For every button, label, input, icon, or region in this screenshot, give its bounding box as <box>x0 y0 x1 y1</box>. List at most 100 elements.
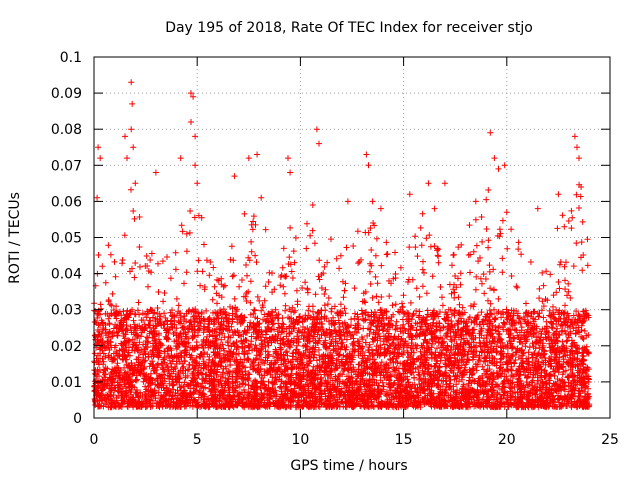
data-point <box>313 357 320 364</box>
data-point <box>131 274 138 281</box>
data-point <box>316 276 323 283</box>
data-point <box>480 271 487 278</box>
data-point <box>105 298 112 305</box>
data-point <box>416 372 423 379</box>
data-point <box>186 229 193 236</box>
data-point <box>499 269 506 276</box>
data-point <box>282 302 289 309</box>
data-point <box>143 314 150 321</box>
data-point <box>124 307 131 314</box>
data-point <box>375 299 382 306</box>
data-point <box>214 300 220 307</box>
data-point <box>455 365 462 372</box>
data-point <box>439 294 445 301</box>
data-point <box>305 307 312 314</box>
data-point <box>536 285 543 292</box>
data-point <box>555 279 562 285</box>
data-point <box>143 334 150 341</box>
data-point <box>105 315 112 322</box>
data-point <box>419 283 426 290</box>
data-point <box>105 242 112 249</box>
data-point <box>336 265 343 272</box>
data-point <box>508 226 515 233</box>
data-point <box>214 276 221 283</box>
data-point <box>446 373 453 380</box>
data-point <box>421 269 427 276</box>
data-point <box>244 272 250 279</box>
data-point <box>518 324 525 331</box>
data-point <box>389 302 396 309</box>
data-point <box>333 255 340 262</box>
data-point <box>248 238 255 245</box>
data-point <box>470 248 477 255</box>
data-point <box>211 283 218 290</box>
data-point <box>562 286 569 293</box>
data-point <box>279 264 286 271</box>
data-point <box>316 257 323 264</box>
data-point <box>197 282 204 289</box>
data-point <box>304 286 311 293</box>
data-point <box>203 257 210 264</box>
data-point <box>343 244 350 251</box>
data-point <box>280 283 287 290</box>
data-point <box>378 294 385 300</box>
data-point <box>562 277 568 284</box>
data-point <box>581 328 588 334</box>
data-point <box>130 208 137 214</box>
data-point <box>372 252 379 259</box>
data-point <box>187 208 194 214</box>
data-point <box>456 301 463 308</box>
data-point <box>479 280 485 287</box>
data-point <box>562 302 568 309</box>
data-point <box>337 323 343 330</box>
data-point <box>183 269 190 276</box>
data-point <box>203 307 210 314</box>
data-point <box>450 286 457 293</box>
data-point <box>195 257 202 264</box>
data-point <box>143 253 150 259</box>
data-point <box>386 293 393 300</box>
data-point <box>523 300 529 307</box>
data-point <box>426 232 433 239</box>
data-point <box>271 360 278 367</box>
data-point <box>243 262 249 268</box>
data-point <box>400 321 407 328</box>
data-point <box>478 214 485 220</box>
data-point <box>315 273 322 280</box>
data-point <box>321 291 328 297</box>
data-point <box>312 291 319 298</box>
data-point <box>549 325 556 332</box>
data-point <box>164 254 170 260</box>
data-point <box>241 210 248 217</box>
data-point <box>420 258 426 265</box>
data-point <box>167 275 174 282</box>
data-point <box>260 316 266 323</box>
data-point <box>181 280 187 287</box>
data-point <box>324 259 331 266</box>
data-point <box>565 280 572 287</box>
data-point <box>148 250 155 257</box>
data-point <box>262 226 269 233</box>
data-point <box>99 263 106 270</box>
data-point <box>407 299 414 306</box>
data-point <box>472 286 479 293</box>
data-point <box>540 303 547 310</box>
data-point <box>372 273 379 280</box>
data-point <box>251 307 258 314</box>
data-point <box>554 225 561 232</box>
data-point <box>526 344 533 351</box>
data-point <box>254 293 261 300</box>
data-point <box>321 263 328 270</box>
data-point <box>378 262 385 269</box>
y-axis-label: ROTI / TECUs <box>7 192 23 284</box>
data-point <box>340 294 347 301</box>
data-point <box>417 224 424 231</box>
data-point <box>563 259 569 266</box>
data-point <box>499 255 506 262</box>
data-point <box>248 221 255 228</box>
data-point <box>355 260 362 267</box>
data-point <box>423 290 430 297</box>
data-point <box>222 282 228 289</box>
data-point <box>450 251 457 258</box>
data-point <box>256 297 263 304</box>
